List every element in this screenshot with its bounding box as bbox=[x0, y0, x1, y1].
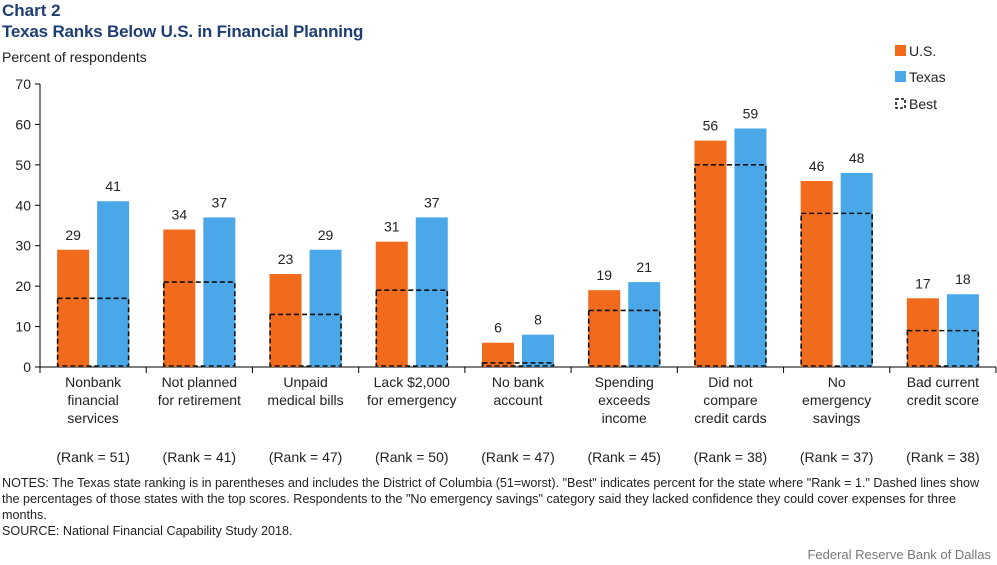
legend-swatch-best bbox=[895, 98, 906, 109]
category-label: Bad current bbox=[907, 374, 979, 390]
data-label-us: 46 bbox=[809, 158, 825, 174]
best-outline bbox=[163, 281, 236, 367]
best-outline bbox=[906, 329, 980, 367]
category-label: Spending bbox=[595, 374, 654, 390]
data-label-us: 34 bbox=[172, 207, 188, 223]
legend-label: U.S. bbox=[909, 43, 936, 59]
bar-texas bbox=[628, 282, 661, 367]
category-label: credit score bbox=[907, 392, 980, 408]
category-label: No bank bbox=[492, 374, 545, 390]
data-label-texas: 41 bbox=[105, 178, 121, 194]
best-outline bbox=[694, 164, 767, 367]
data-label-us: 17 bbox=[915, 275, 931, 291]
y-tick-label: 0 bbox=[23, 359, 31, 375]
category-label: for emergency bbox=[367, 392, 456, 408]
y-tick-label: 40 bbox=[15, 197, 31, 213]
category-label: compare bbox=[703, 392, 758, 408]
category-label: for retirement bbox=[158, 392, 241, 408]
bar-texas bbox=[309, 249, 342, 367]
rank-label: (Rank = 38) bbox=[906, 449, 980, 465]
credit-text: Federal Reserve Bank of Dallas bbox=[807, 547, 991, 562]
y-axis-label: Percent of respondents bbox=[2, 49, 147, 65]
data-label-us: 6 bbox=[494, 320, 502, 336]
category-label: savings bbox=[813, 410, 860, 426]
y-tick-label: 10 bbox=[15, 319, 31, 335]
rank-label: (Rank = 50) bbox=[375, 449, 449, 465]
rank-label: (Rank = 47) bbox=[269, 449, 343, 465]
y-tick-label: 20 bbox=[15, 278, 31, 294]
rank-label: (Rank = 38) bbox=[694, 449, 768, 465]
data-label-us: 29 bbox=[65, 227, 81, 243]
y-tick-label: 70 bbox=[15, 76, 31, 92]
bar-us bbox=[694, 140, 727, 367]
best-outline bbox=[481, 362, 555, 367]
notes-text: NOTES: The Texas state ranking is in par… bbox=[2, 476, 980, 522]
bar-chart: 0 10 20 30 40 50 60 70 29 41 Nonbank financial servi… bbox=[15, 43, 997, 465]
legend-label: Texas bbox=[909, 69, 946, 85]
bar-texas bbox=[734, 128, 767, 367]
bar-texas bbox=[415, 217, 448, 367]
data-label-texas: 59 bbox=[743, 105, 759, 121]
y-tick-label: 60 bbox=[15, 116, 31, 132]
legend-label: Best bbox=[909, 96, 937, 112]
data-label-texas: 37 bbox=[212, 194, 228, 210]
bar-texas bbox=[97, 201, 130, 367]
data-label-texas: 8 bbox=[534, 312, 542, 328]
data-label-texas: 29 bbox=[318, 227, 334, 243]
best-outline bbox=[56, 297, 130, 367]
chart-title: Chart 2 bbox=[2, 1, 61, 20]
bar-texas bbox=[840, 172, 873, 367]
data-label-texas: 18 bbox=[955, 271, 971, 287]
category-label: Did not bbox=[708, 374, 752, 390]
chart-subtitle: Texas Ranks Below U.S. in Financial Plan… bbox=[2, 22, 364, 41]
rank-label: (Rank = 45) bbox=[587, 449, 661, 465]
bar-us bbox=[269, 274, 302, 367]
source-text: SOURCE: National Financial Capability St… bbox=[2, 524, 293, 538]
best-outline bbox=[269, 313, 342, 367]
data-label-texas: 37 bbox=[424, 194, 440, 210]
category-label: Lack $2,000 bbox=[374, 374, 450, 390]
data-label-us: 56 bbox=[703, 118, 719, 134]
rank-label: (Rank = 41) bbox=[163, 449, 237, 465]
rank-label: (Rank = 47) bbox=[481, 449, 555, 465]
rank-label: (Rank = 51) bbox=[56, 449, 130, 465]
category-label: credit cards bbox=[694, 410, 766, 426]
best-outline bbox=[800, 212, 873, 367]
y-tick-label: 50 bbox=[15, 157, 31, 173]
bar-us bbox=[588, 290, 621, 367]
category-label: exceeds bbox=[598, 392, 650, 408]
category-label: account bbox=[493, 392, 542, 408]
category-label: medical bills bbox=[267, 392, 343, 408]
notes-block: NOTES: The Texas state ranking is in par… bbox=[2, 475, 992, 539]
bar-us bbox=[906, 298, 939, 367]
data-label-us: 19 bbox=[596, 267, 612, 283]
category-label: No bbox=[828, 374, 846, 390]
best-outline bbox=[375, 289, 449, 367]
bar-texas bbox=[522, 334, 554, 367]
rank-label: (Rank = 37) bbox=[800, 449, 874, 465]
bar-us bbox=[800, 181, 833, 367]
bar-us bbox=[375, 241, 408, 367]
bar-us bbox=[57, 249, 90, 367]
category-label: Unpaid bbox=[283, 374, 327, 390]
best-outline bbox=[587, 309, 661, 367]
bar-texas bbox=[203, 217, 236, 367]
category-label: financial bbox=[67, 392, 118, 408]
bar-us bbox=[163, 229, 196, 367]
legend-swatch bbox=[895, 45, 906, 56]
data-label-texas: 21 bbox=[636, 259, 652, 275]
y-tick-label: 30 bbox=[15, 238, 31, 254]
category-label: emergency bbox=[802, 392, 871, 408]
data-label-us: 23 bbox=[278, 251, 294, 267]
category-label: income bbox=[602, 410, 647, 426]
data-label-texas: 48 bbox=[849, 150, 865, 166]
category-label: services bbox=[67, 410, 118, 426]
category-label: Nonbank bbox=[65, 374, 122, 390]
legend-swatch bbox=[895, 71, 906, 82]
data-label-us: 31 bbox=[384, 219, 400, 235]
category-label: Not planned bbox=[162, 374, 238, 390]
